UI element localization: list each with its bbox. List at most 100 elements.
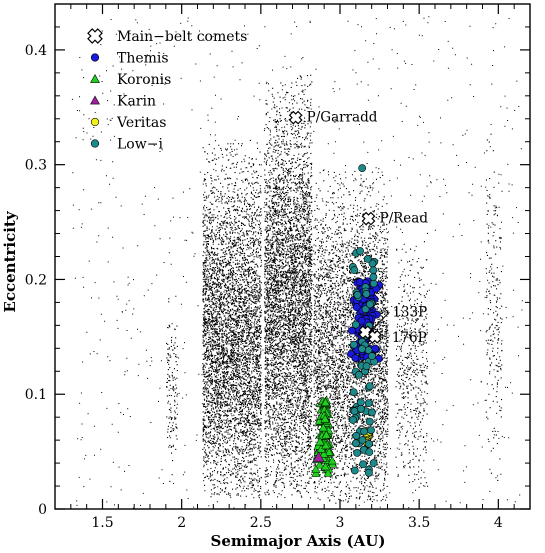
x-tick-label: 3.5 — [408, 515, 430, 531]
x-tick-label: 4 — [494, 515, 503, 531]
comet-label: 176P — [392, 330, 427, 346]
low-i-point — [349, 340, 358, 349]
comet-label: P/Garradd — [307, 110, 378, 126]
legend-item: Low−i — [90, 137, 163, 153]
y-tick-label: 0.1 — [25, 387, 47, 403]
comet-label: P/Read — [380, 211, 429, 227]
low-i-point — [357, 404, 365, 413]
low-i-point — [352, 431, 361, 440]
y-axis-label: Eccentricity — [1, 210, 19, 312]
legend-item: Veritas — [90, 115, 166, 131]
legend: Main−belt comets Themis Koronis Karin Verita… — [87, 28, 247, 153]
low-i-point — [360, 427, 369, 436]
x-axis-label: Semimajor Axis (AU) — [211, 532, 386, 550]
legend-triangle-icon — [90, 73, 100, 83]
asteroid-region-4 — [395, 221, 429, 494]
karin-point — [312, 451, 325, 463]
legend-circle-icon — [90, 139, 100, 148]
low-i-point — [368, 259, 377, 268]
legend-label: Veritas — [116, 115, 166, 131]
low-i-point — [349, 388, 358, 397]
legend-label: Low−i — [117, 137, 163, 153]
low-i-point — [350, 466, 359, 475]
legend-x-cross-icon — [87, 28, 103, 44]
themis-point — [352, 303, 361, 312]
asteroid-region-3 — [313, 168, 389, 504]
low-i-point — [369, 273, 378, 281]
asteroid-region-2 — [264, 74, 313, 499]
family-points-layer — [311, 164, 384, 477]
legend-item: Karin — [90, 94, 156, 110]
low-i-point — [365, 440, 373, 448]
main-belt-comets-layer: P/Garradd P/Read 133P 176P — [288, 110, 429, 346]
koronis-point — [320, 461, 331, 471]
low-i-point — [359, 460, 368, 469]
legend-circle-icon — [90, 117, 100, 127]
comet-label: 133P — [392, 304, 427, 320]
themis-point — [357, 316, 366, 325]
low-i-point — [368, 352, 376, 361]
koronis-point — [319, 449, 329, 458]
low-i-point — [365, 417, 374, 426]
low-i-point — [351, 320, 360, 329]
koronis-point — [315, 460, 325, 469]
asteroid-region-1 — [202, 139, 262, 499]
asteroid-scatter — [71, 16, 523, 510]
low-i-point — [358, 345, 366, 353]
koronis-point — [321, 430, 331, 439]
low-i-point — [364, 468, 373, 477]
koronis-point — [320, 397, 331, 407]
low-i-point — [369, 459, 378, 467]
low-i-point — [356, 398, 365, 407]
low-i-point — [362, 362, 371, 371]
low-i-point — [353, 449, 362, 457]
asteroid-region-5 — [485, 133, 503, 481]
asteroid-background-layer — [71, 16, 523, 510]
koronis-point — [323, 468, 333, 477]
low-i-point — [349, 415, 357, 424]
koronis-point — [327, 455, 337, 465]
low-i-point — [365, 448, 374, 457]
low-i-point — [366, 300, 374, 309]
leader-line — [380, 334, 390, 339]
low-i-point — [361, 305, 370, 314]
main-belt-comet-marker — [361, 211, 376, 226]
x-tick-label: 2.5 — [250, 515, 272, 531]
legend-triangle-icon — [90, 95, 100, 105]
main-belt-comet-marker — [288, 110, 303, 125]
legend-item: Koronis — [90, 72, 171, 88]
legend-item: Main−belt comets — [87, 28, 247, 45]
low-i-point — [351, 439, 360, 448]
koronis-point — [311, 464, 321, 474]
y-tick-label: 0.2 — [25, 272, 47, 288]
low-i-point — [362, 290, 371, 298]
asteroid-region-0 — [166, 295, 178, 482]
y-tick-label: 0.4 — [25, 43, 47, 59]
koronis-point — [315, 437, 325, 446]
low-i-point — [365, 382, 374, 391]
low-i-point — [353, 290, 362, 299]
legend-label: Koronis — [117, 72, 171, 88]
low-i-point — [369, 266, 378, 275]
koronis-point — [320, 414, 330, 423]
low-i-point — [358, 164, 367, 173]
main-belt-comet-marker — [367, 329, 382, 344]
koronis-point — [318, 423, 328, 432]
legend-item: Themis — [90, 51, 169, 67]
low-i-point — [364, 399, 373, 408]
low-i-point — [350, 266, 359, 275]
low-i-point — [367, 426, 375, 435]
low-i-point — [356, 247, 364, 255]
low-i-point — [358, 436, 367, 444]
main-belt-comet-marker — [358, 325, 373, 340]
x-tick-label: 3 — [336, 515, 345, 531]
low-i-point — [355, 370, 363, 379]
x-tick-label: 2 — [177, 515, 186, 531]
themis-point — [351, 354, 360, 362]
leader-line — [370, 311, 390, 331]
legend-label: Themis — [117, 51, 169, 67]
low-i-point — [368, 408, 376, 417]
y-tick-label: 0 — [38, 502, 47, 518]
